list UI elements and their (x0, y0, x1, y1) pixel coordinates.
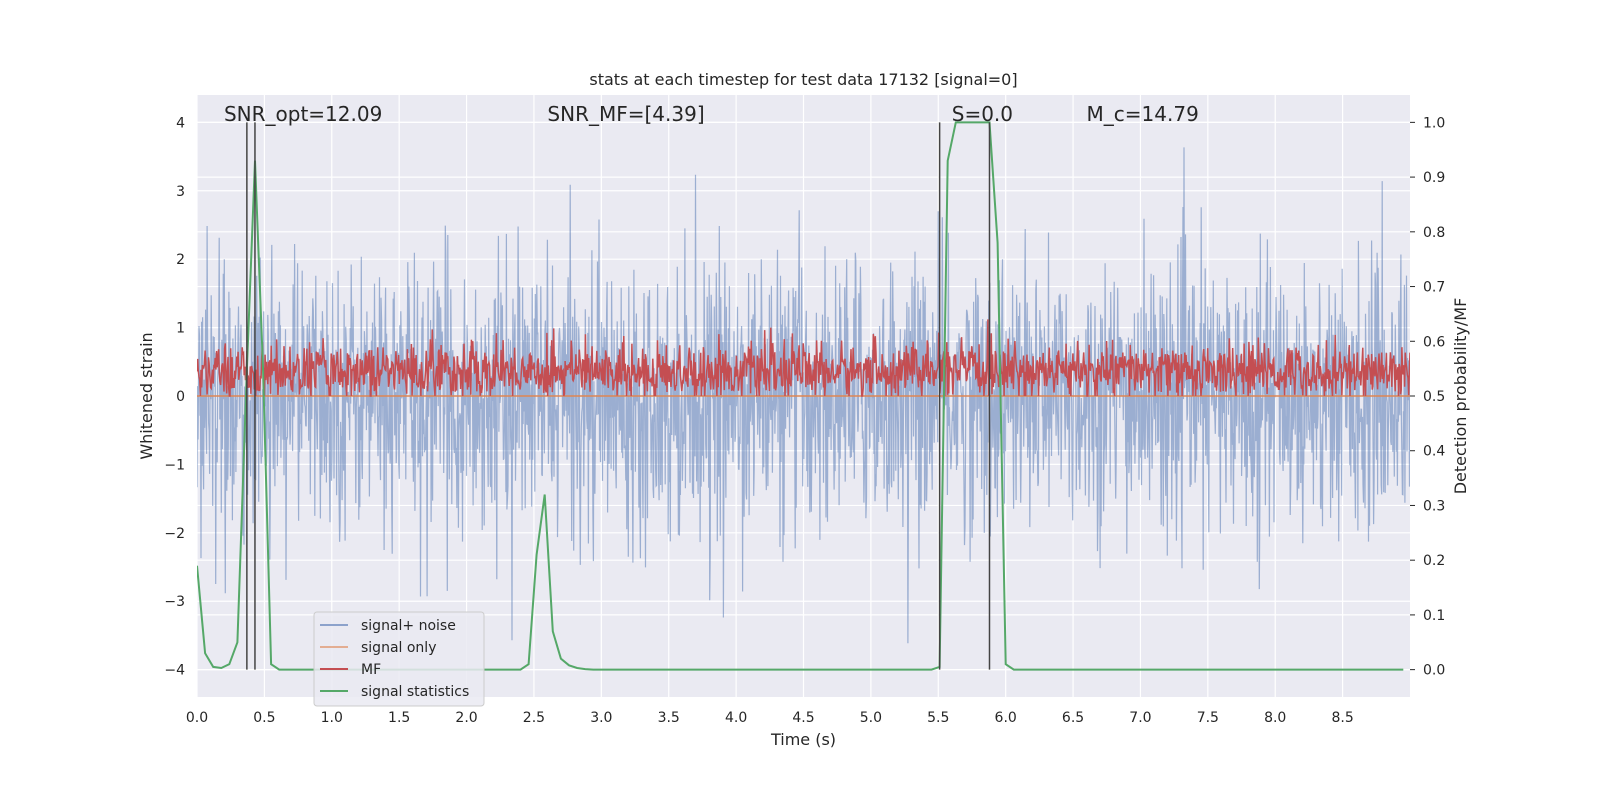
x-tick-label: 2.0 (455, 710, 477, 726)
y-axis-ticks: 4 3 2 1 0 −1 −2 −3 −4 (164, 115, 185, 678)
x-tick-label: 2.5 (523, 710, 545, 726)
legend-label: signal statistics (361, 684, 469, 700)
annotation-label: M_c=14.79 (1087, 102, 1199, 126)
x-tick-label: 7.0 (1129, 710, 1151, 726)
legend-box (313, 611, 485, 707)
y-right-tick-label: 0.5 (1423, 389, 1445, 405)
x-tick-label: 8.0 (1264, 710, 1286, 726)
y-right-tick-label: 1.0 (1423, 115, 1445, 131)
series-mf (197, 319, 1410, 397)
x-tick-label: 8.5 (1331, 710, 1353, 726)
legend-label: signal+ noise (361, 618, 456, 634)
x-tick-label: 1.0 (321, 710, 343, 726)
y-right-axis-ticks: 1.0 0.9 0.8 0.7 0.6 0.5 0.4 0.3 0.2 0.1 0.0 (1410, 115, 1445, 679)
y-right-tick-label: 0.4 (1423, 444, 1445, 460)
y-right-tick-label: 0.3 (1423, 498, 1445, 514)
x-tick-label: 3.0 (590, 710, 612, 726)
x-tick-label: 5.0 (860, 710, 882, 726)
series-signal-noise (197, 147, 1410, 644)
x-axis-ticks: 0.0 0.5 1.0 1.5 2.0 2.5 3.0 3.5 4.0 4.5 5.0 5.5 6.0 6… (186, 710, 1354, 726)
y-right-tick-label: 0.8 (1423, 225, 1445, 241)
x-tick-label: 4.0 (725, 710, 747, 726)
y-right-tick-label: 0.7 (1423, 280, 1445, 296)
annotation-label: SNR_MF=[4.39] (547, 102, 704, 126)
legend-label: signal only (361, 640, 436, 656)
y-tick-label: −3 (164, 594, 185, 610)
x-tick-label: 1.5 (388, 710, 410, 726)
y-tick-label: 3 (176, 184, 185, 200)
x-tick-label: 6.5 (1062, 710, 1084, 726)
x-tick-label: 4.5 (792, 710, 814, 726)
x-tick-label: 3.5 (658, 710, 680, 726)
y-axis-label: Whitened strain (137, 332, 156, 459)
y-tick-label: −2 (164, 526, 185, 542)
x-tick-label: 6.0 (995, 710, 1017, 726)
vertical-markers (246, 122, 991, 670)
y-tick-label: 4 (176, 115, 185, 131)
y-right-tick-label: 0.6 (1423, 334, 1445, 350)
y-tick-label: 2 (176, 252, 185, 268)
series-signal-statistics (197, 121, 1404, 671)
chart-title: stats at each timestep for test data 171… (589, 70, 1017, 89)
x-tick-label: 5.5 (927, 710, 949, 726)
x-tick-label: 0.0 (186, 710, 208, 726)
annotation-label: S=0.0 (952, 102, 1013, 126)
x-tick-label: 0.5 (253, 710, 275, 726)
series-layer (197, 121, 1410, 671)
y-tick-label: 1 (176, 321, 185, 337)
y-right-tick-label: 0.1 (1423, 608, 1445, 624)
y-tick-label: −4 (164, 663, 185, 679)
x-axis-label: Time (s) (770, 730, 836, 749)
y-tick-label: 0 (176, 389, 185, 405)
y-right-tick-label: 0.0 (1423, 663, 1445, 679)
y-right-tick-label: 0.2 (1423, 553, 1445, 569)
annotations: SNR_opt=12.09 SNR_MF=[4.39] S=0.0 M_c=14.79 (224, 102, 1199, 126)
y-tick-label: −1 (164, 457, 185, 473)
y-right-axis-label: Detection probability/MF (1451, 298, 1470, 495)
x-tick-label: 7.5 (1197, 710, 1219, 726)
y-right-tick-label: 0.9 (1423, 170, 1445, 186)
legend-label: MF (361, 662, 381, 678)
legend: signal+ noise signal only MF signal statist… (313, 611, 485, 707)
annotation-label: SNR_opt=12.09 (224, 102, 382, 126)
